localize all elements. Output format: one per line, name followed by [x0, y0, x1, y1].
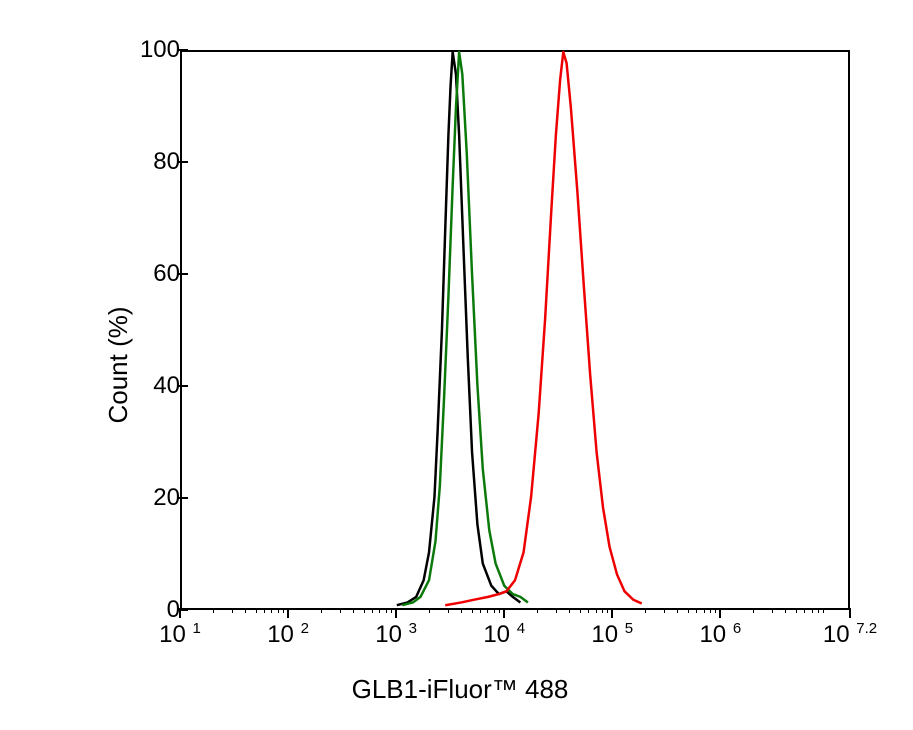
x-minor-tick	[429, 608, 430, 613]
histogram-curves	[182, 52, 848, 608]
x-minor-tick	[271, 608, 272, 613]
x-tick-label: 10 7.2	[823, 620, 877, 649]
x-minor-tick	[379, 608, 380, 613]
x-minor-tick	[710, 608, 711, 613]
x-tick-label: 10 3	[375, 620, 417, 649]
x-minor-tick	[704, 608, 705, 613]
x-minor-tick	[340, 608, 341, 613]
x-minor-tick	[823, 608, 824, 613]
flow-cytometry-chart: Count (%) 020406080100 10 110 210 310 41…	[50, 30, 870, 700]
x-tick	[719, 608, 721, 618]
x-minor-tick	[278, 608, 279, 613]
x-tick-label: 10 2	[267, 620, 309, 649]
x-tick-label: 10 1	[159, 620, 201, 649]
x-minor-tick	[480, 608, 481, 613]
x-minor-tick	[804, 608, 805, 613]
y-tick-label: 80	[153, 148, 180, 176]
x-minor-tick	[391, 608, 392, 613]
x-minor-tick	[264, 608, 265, 613]
x-minor-tick	[472, 608, 473, 613]
x-minor-tick	[283, 608, 284, 613]
x-tick-label: 10 4	[483, 620, 525, 649]
x-minor-tick	[812, 608, 813, 613]
x-minor-tick	[232, 608, 233, 613]
x-tick	[395, 608, 397, 618]
x-tick-label: 10 6	[699, 620, 741, 649]
x-tick	[287, 608, 289, 618]
x-minor-tick	[664, 608, 665, 613]
x-minor-tick	[213, 608, 214, 613]
y-axis-label: Count (%)	[103, 306, 134, 423]
y-tick	[178, 385, 188, 387]
x-minor-tick	[677, 608, 678, 613]
x-minor-tick	[499, 608, 500, 613]
x-minor-tick	[772, 608, 773, 613]
y-tick	[178, 273, 188, 275]
x-minor-tick	[818, 608, 819, 613]
x-minor-tick	[785, 608, 786, 613]
y-tick-label: 100	[140, 36, 180, 64]
y-tick	[178, 161, 188, 163]
x-minor-tick	[494, 608, 495, 613]
x-minor-tick	[688, 608, 689, 613]
curve-isotype-control	[402, 52, 528, 605]
curve-unstained	[397, 52, 521, 605]
x-minor-tick	[537, 608, 538, 613]
y-tick	[178, 49, 188, 51]
plot-area	[180, 50, 850, 610]
x-minor-tick	[448, 608, 449, 613]
x-minor-tick	[580, 608, 581, 613]
x-axis-label: GLB1-iFluor™ 488	[352, 674, 569, 705]
x-minor-tick	[372, 608, 373, 613]
x-minor-tick	[386, 608, 387, 613]
x-minor-tick	[796, 608, 797, 613]
x-tick	[503, 608, 505, 618]
x-minor-tick	[353, 608, 354, 613]
x-tick-label: 10 5	[591, 620, 633, 649]
y-tick-label: 40	[153, 372, 180, 400]
y-tick	[178, 497, 188, 499]
y-tick-label: 20	[153, 484, 180, 512]
x-minor-tick	[715, 608, 716, 613]
x-minor-tick	[645, 608, 646, 613]
x-minor-tick	[321, 608, 322, 613]
x-minor-tick	[569, 608, 570, 613]
x-minor-tick	[596, 608, 597, 613]
x-minor-tick	[602, 608, 603, 613]
x-minor-tick	[256, 608, 257, 613]
x-minor-tick	[607, 608, 608, 613]
x-minor-tick	[556, 608, 557, 613]
x-minor-tick	[364, 608, 365, 613]
x-minor-tick	[245, 608, 246, 613]
x-minor-tick	[487, 608, 488, 613]
x-minor-tick	[696, 608, 697, 613]
x-tick	[179, 608, 181, 618]
x-minor-tick	[588, 608, 589, 613]
x-minor-tick	[753, 608, 754, 613]
x-tick	[611, 608, 613, 618]
y-tick-label: 60	[153, 260, 180, 288]
x-minor-tick	[461, 608, 462, 613]
x-tick	[849, 608, 851, 618]
